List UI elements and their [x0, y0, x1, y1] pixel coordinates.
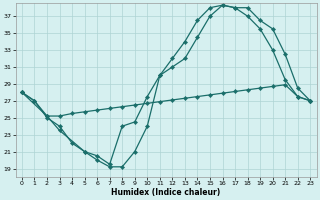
X-axis label: Humidex (Indice chaleur): Humidex (Indice chaleur) [111, 188, 221, 197]
